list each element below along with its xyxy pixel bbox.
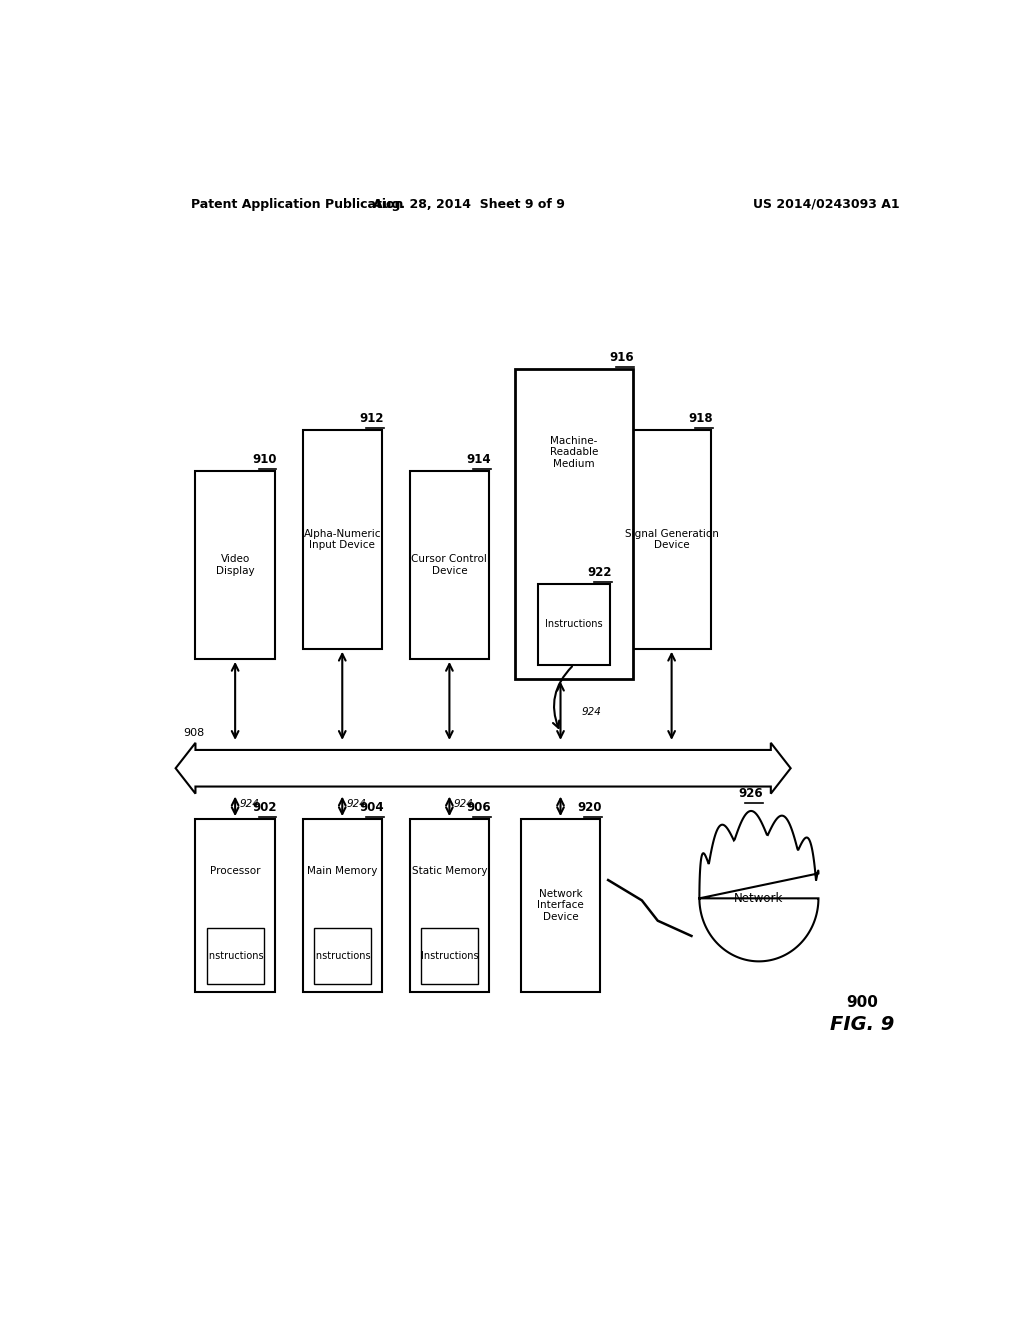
Text: Instructions: Instructions — [421, 952, 478, 961]
FancyBboxPatch shape — [303, 818, 382, 991]
Text: Instructions: Instructions — [545, 619, 603, 630]
Text: 924: 924 — [582, 708, 602, 717]
FancyBboxPatch shape — [313, 928, 371, 983]
Text: Signal Generation
Device: Signal Generation Device — [625, 529, 719, 550]
Text: 916: 916 — [609, 351, 634, 364]
Text: Network: Network — [734, 892, 783, 904]
Text: Main Memory: Main Memory — [307, 866, 378, 876]
Polygon shape — [699, 810, 818, 961]
FancyBboxPatch shape — [196, 818, 274, 991]
FancyBboxPatch shape — [538, 583, 610, 664]
Text: Alpha-Numeric
Input Device: Alpha-Numeric Input Device — [303, 529, 381, 550]
Text: 924: 924 — [346, 799, 367, 809]
Text: 922: 922 — [588, 566, 612, 579]
Text: 924: 924 — [240, 799, 259, 809]
FancyBboxPatch shape — [207, 928, 264, 983]
Text: Instructions: Instructions — [206, 952, 264, 961]
Text: 920: 920 — [578, 801, 602, 814]
Text: Aug. 28, 2014  Sheet 9 of 9: Aug. 28, 2014 Sheet 9 of 9 — [374, 198, 565, 211]
FancyBboxPatch shape — [521, 818, 600, 991]
Polygon shape — [176, 743, 791, 793]
Text: Static Memory: Static Memory — [412, 866, 487, 876]
FancyBboxPatch shape — [303, 430, 382, 649]
Text: Network
Interface
Device: Network Interface Device — [538, 888, 584, 923]
Text: 924: 924 — [454, 799, 473, 809]
FancyBboxPatch shape — [410, 471, 489, 659]
Text: 918: 918 — [688, 412, 713, 425]
FancyBboxPatch shape — [632, 430, 712, 649]
Text: Processor: Processor — [210, 866, 260, 876]
FancyBboxPatch shape — [410, 818, 489, 991]
Text: 910: 910 — [252, 453, 276, 466]
Text: 902: 902 — [252, 801, 276, 814]
Text: 900: 900 — [846, 994, 878, 1010]
Text: Video
Display: Video Display — [216, 554, 254, 576]
Text: 912: 912 — [359, 412, 384, 425]
Text: 908: 908 — [183, 727, 205, 738]
Text: 926: 926 — [738, 787, 763, 800]
Text: 914: 914 — [466, 453, 490, 466]
Text: Patent Application Publication: Patent Application Publication — [191, 198, 403, 211]
Text: US 2014/0243093 A1: US 2014/0243093 A1 — [753, 198, 900, 211]
Text: Cursor Control
Device: Cursor Control Device — [412, 554, 487, 576]
Text: Machine-
Readable
Medium: Machine- Readable Medium — [550, 436, 598, 469]
Text: 904: 904 — [359, 801, 384, 814]
FancyBboxPatch shape — [515, 368, 633, 678]
Text: FIG. 9: FIG. 9 — [829, 1015, 894, 1034]
FancyBboxPatch shape — [196, 471, 274, 659]
Text: Instructions: Instructions — [313, 952, 371, 961]
FancyBboxPatch shape — [421, 928, 478, 983]
Text: 906: 906 — [466, 801, 490, 814]
